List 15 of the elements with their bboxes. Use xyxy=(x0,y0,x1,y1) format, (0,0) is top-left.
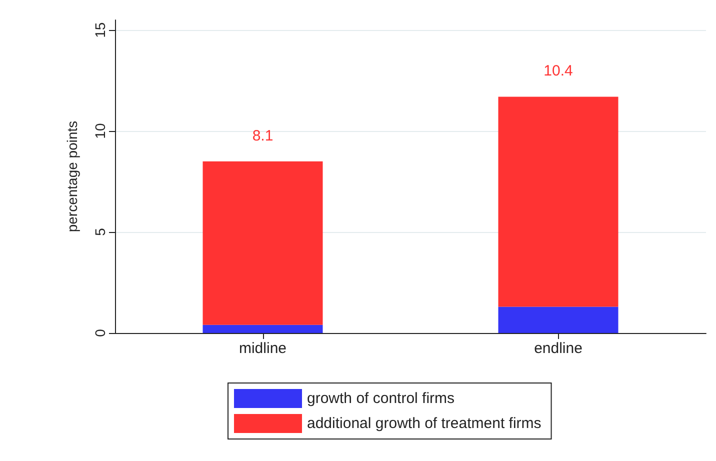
legend-label: additional growth of treatment firms xyxy=(307,415,542,432)
legend-label: growth of control firms xyxy=(307,390,455,407)
y-tick-label: 0 xyxy=(92,328,108,337)
y-axis-title: percentage points xyxy=(64,120,80,232)
y-tick-label: 15 xyxy=(92,22,108,38)
x-tick-label: endline xyxy=(534,340,582,357)
x-tick-label: midline xyxy=(238,340,287,357)
y-tick-label: 10 xyxy=(92,123,108,139)
bar xyxy=(202,161,323,325)
y-tick-label: 5 xyxy=(92,228,108,236)
bar xyxy=(498,96,618,307)
data-label: 8.1 xyxy=(252,127,274,144)
bar xyxy=(498,306,618,333)
data-label: 10.4 xyxy=(544,62,573,80)
bar xyxy=(202,324,323,333)
